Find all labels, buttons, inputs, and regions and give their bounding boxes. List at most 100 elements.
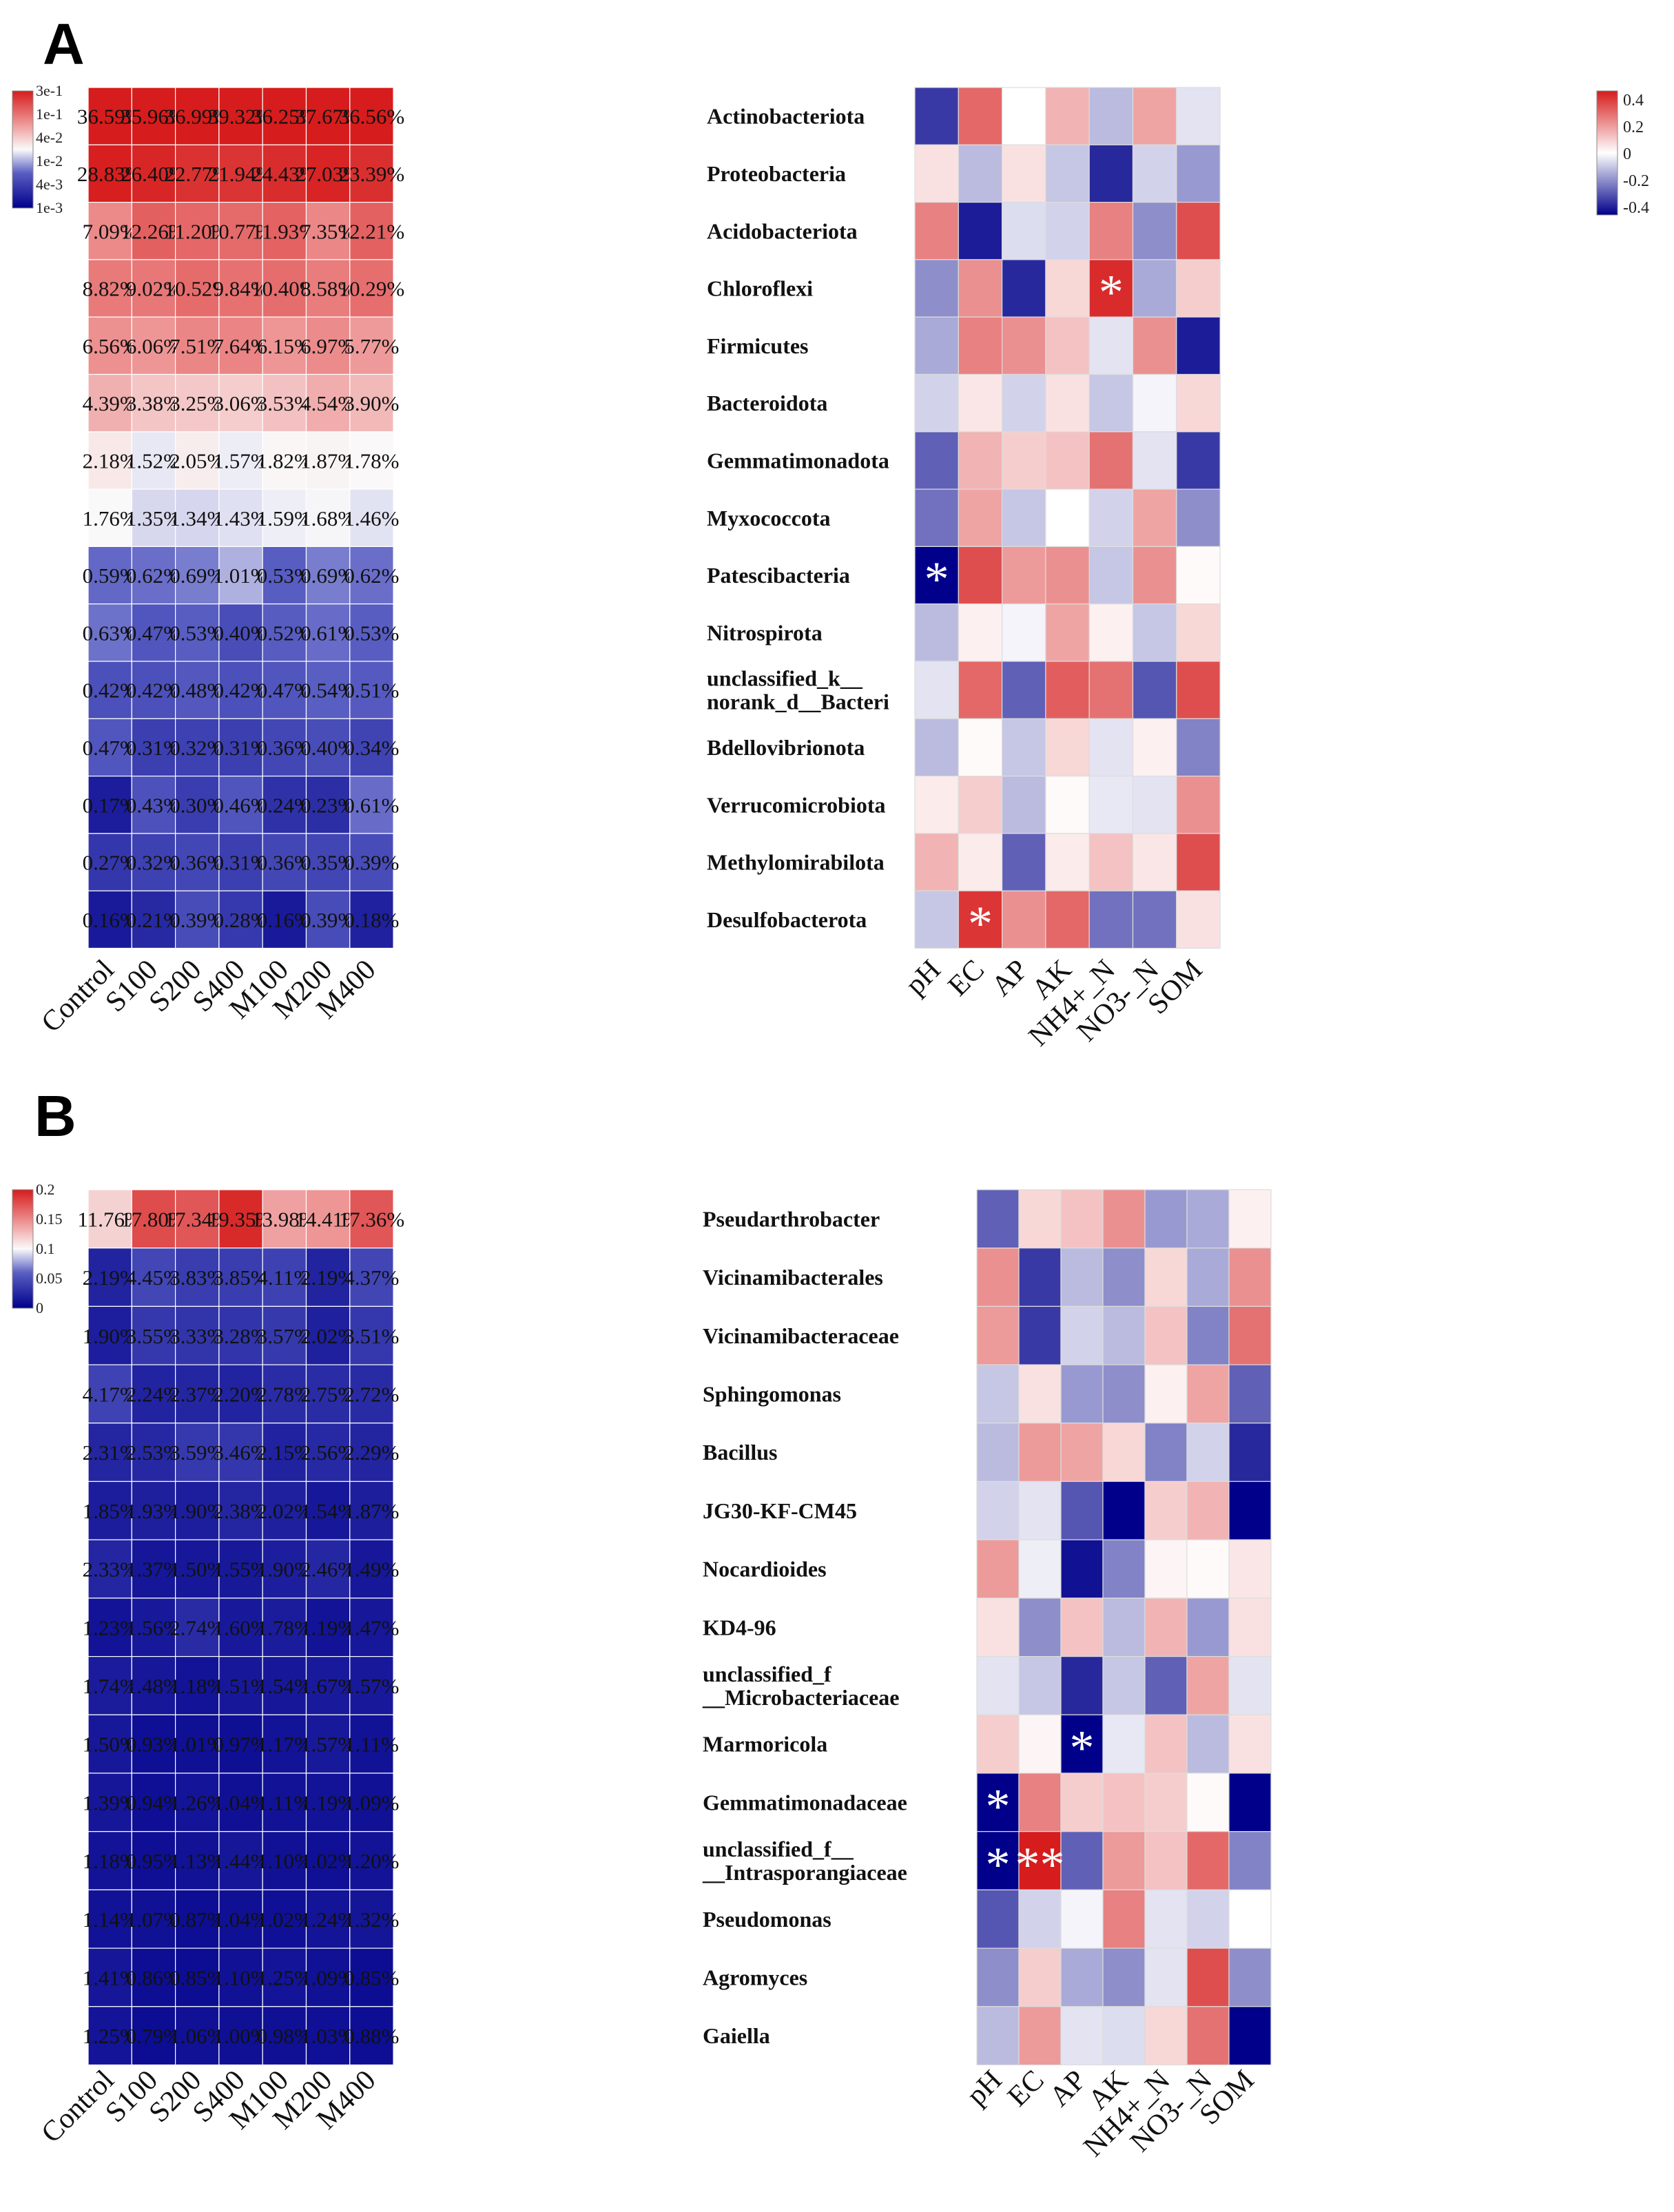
abundance-value: 17.36%	[339, 1207, 405, 1231]
abundance-value: 0.87%	[169, 1908, 225, 1932]
row-label: __Microbacteriaceae	[702, 1685, 899, 1710]
abundance-value: 12.21%	[339, 219, 405, 243]
abundance-cell	[305, 546, 351, 605]
correlation-cell	[1228, 1539, 1272, 1599]
significance-star: *	[968, 896, 993, 951]
abundance-value: 1.68%	[300, 506, 355, 530]
abundance-cell	[262, 1598, 307, 1657]
abundance-cell	[305, 1539, 351, 1599]
abundance-cell	[218, 661, 263, 719]
correlation-cell	[914, 87, 959, 145]
correlation-cell	[1144, 1714, 1188, 1774]
abundance-value: 4.37%	[344, 1265, 399, 1290]
abundance-value: 2.46%	[300, 1558, 355, 1582]
correlation-cell	[1018, 1598, 1062, 1657]
abundance-cell	[262, 144, 307, 203]
correlation-cell	[1001, 431, 1046, 490]
correlation-cell	[1018, 2006, 1062, 2066]
panel-label-a: A	[43, 12, 85, 76]
abundance-cell	[131, 890, 176, 949]
correlation-cell	[958, 718, 1003, 777]
abundance-cell	[131, 1714, 176, 1774]
abundance-cell	[87, 1656, 132, 1715]
abundance-cell	[305, 1364, 351, 1424]
correlation-cell	[1132, 546, 1177, 605]
abundance-cell	[131, 87, 176, 145]
abundance-cell	[305, 431, 351, 490]
abundance-cell	[175, 1598, 220, 1657]
correlation-cell	[958, 259, 1003, 318]
correlation-cell	[1144, 1364, 1188, 1424]
abundance-value: 0.51%	[344, 679, 399, 703]
correlation-cell	[1132, 833, 1177, 891]
correlation-cell	[958, 775, 1003, 834]
correlation-cell	[1228, 1248, 1272, 1307]
abundance-value: 1.60%	[214, 1615, 269, 1640]
abundance-cell	[175, 2006, 220, 2066]
abundance-value: 6.97%	[300, 334, 355, 358]
abundance-cell	[262, 833, 307, 891]
abundance-cell	[131, 775, 176, 834]
abundance-cell	[87, 1423, 132, 1482]
abundance-cell	[175, 202, 220, 260]
abundance-cell	[305, 1248, 351, 1307]
abundance-value: 7.51%	[169, 334, 225, 358]
correlation-cell	[1060, 1831, 1104, 1890]
abundance-value: 0.30%	[169, 793, 225, 817]
correlation-cell	[1144, 1248, 1188, 1307]
correlation-cell	[958, 833, 1003, 891]
abundance-value: 0.61%	[344, 793, 399, 817]
correlation-cell	[976, 1772, 1020, 1832]
abundance-cell	[305, 1947, 351, 2007]
abundance-value: 1.37%	[126, 1558, 181, 1582]
abundance-value: 1.00%	[214, 2024, 269, 2048]
correlation-cell	[976, 1364, 1020, 1424]
abundance-value: 1.44%	[214, 1849, 269, 1873]
row-label: Verrucomicrobiota	[707, 792, 886, 817]
correlation-cell	[914, 316, 959, 375]
correlation-cell	[1001, 373, 1046, 433]
correlation-cell	[1018, 1947, 1062, 2007]
correlation-cell	[1088, 661, 1134, 719]
abundance-value: 1.85%	[83, 1499, 138, 1523]
correlation-cell	[1060, 1772, 1104, 1832]
abundance-value: 0.40%	[214, 621, 269, 645]
correlation-cell	[1228, 1305, 1272, 1365]
correlation-cell	[1132, 488, 1177, 547]
abundance-value: 1.74%	[83, 1674, 138, 1698]
abundance-value: 0.39%	[344, 851, 399, 875]
abundance-cell	[262, 488, 307, 547]
abundance-legend-bar	[12, 1189, 34, 1309]
abundance-value: 1.02%	[300, 1849, 355, 1873]
abundance-cell	[349, 259, 394, 318]
abundance-value: 2.56%	[300, 1440, 355, 1465]
row-label: unclassified_k__	[707, 666, 863, 691]
correlation-cell	[1001, 775, 1046, 834]
row-label: Proteobacteria	[707, 161, 846, 186]
abundance-cell	[175, 661, 220, 719]
correlation-cell	[1088, 488, 1134, 547]
abundance-cell	[87, 1539, 132, 1599]
abundance-value: 3.46%	[214, 1440, 269, 1465]
correlation-cell	[1176, 833, 1221, 891]
abundance-value: 6.56%	[83, 334, 138, 358]
correlation-cell	[1060, 1248, 1104, 1307]
abundance-value: 4.54%	[300, 391, 355, 415]
abundance-value: 3.83%	[169, 1265, 225, 1290]
abundance-value: 2.29%	[344, 1440, 399, 1465]
abundance-value: 2.37%	[169, 1382, 225, 1406]
abundance-cell	[305, 833, 351, 891]
abundance-cell	[87, 144, 132, 203]
abundance-value: 36.56%	[339, 105, 405, 129]
correlation-cell	[1176, 890, 1221, 949]
correlation-cell	[1228, 1480, 1272, 1540]
abundance-value: 0.47%	[83, 736, 138, 760]
abundance-value: 0.62%	[126, 564, 181, 588]
abundance-value: 0.85%	[169, 1965, 225, 1989]
abundance-cell	[175, 775, 220, 834]
abundance-value: 0.85%	[344, 1965, 399, 1989]
abundance-cell	[305, 661, 351, 719]
abundance-cell	[175, 1248, 220, 1307]
abundance-cell	[262, 373, 307, 433]
